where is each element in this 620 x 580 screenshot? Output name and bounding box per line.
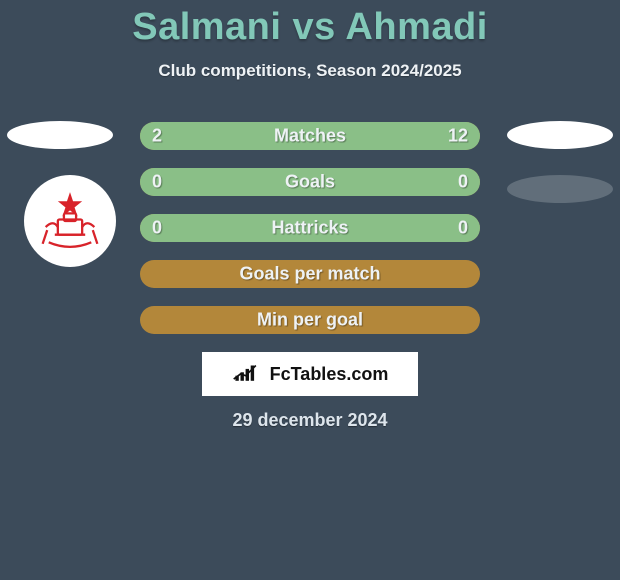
bar-min-per-goal: Min per goal bbox=[140, 306, 480, 334]
page-subtitle: Club competitions, Season 2024/2025 bbox=[0, 61, 620, 81]
source-badge: FcTables.com bbox=[202, 352, 418, 396]
bar-label: Goals bbox=[285, 172, 335, 193]
page-title: Salmani vs Ahmadi bbox=[0, 0, 620, 49]
player-left-badge-ellipse bbox=[7, 121, 113, 149]
chart-icon bbox=[232, 363, 266, 385]
player-right-secondary-ellipse bbox=[507, 175, 613, 203]
bar-matches: 2 Matches 12 bbox=[140, 122, 480, 150]
comparison-bars: 2 Matches 12 0 Goals 0 0 Hattricks 0 Goa… bbox=[140, 122, 480, 352]
bar-label: Matches bbox=[274, 126, 346, 147]
bar-label: Goals per match bbox=[239, 264, 380, 285]
bar-fill-left bbox=[140, 122, 188, 150]
date-label: 29 december 2024 bbox=[0, 410, 620, 431]
bar-fill-right bbox=[310, 168, 480, 196]
bar-hattricks: 0 Hattricks 0 bbox=[140, 214, 480, 242]
bar-value-right: 0 bbox=[458, 218, 468, 239]
bar-value-left: 0 bbox=[152, 218, 162, 239]
player-right-badge-ellipse bbox=[507, 121, 613, 149]
bar-value-right: 0 bbox=[458, 172, 468, 193]
club-crest-icon bbox=[24, 175, 116, 267]
bar-label: Hattricks bbox=[271, 218, 348, 239]
bar-value-left: 0 bbox=[152, 172, 162, 193]
source-text: FcTables.com bbox=[270, 364, 389, 385]
bar-goals: 0 Goals 0 bbox=[140, 168, 480, 196]
bar-value-right: 12 bbox=[448, 126, 468, 147]
bar-goals-per-match: Goals per match bbox=[140, 260, 480, 288]
bar-value-left: 2 bbox=[152, 126, 162, 147]
bar-label: Min per goal bbox=[257, 310, 363, 331]
